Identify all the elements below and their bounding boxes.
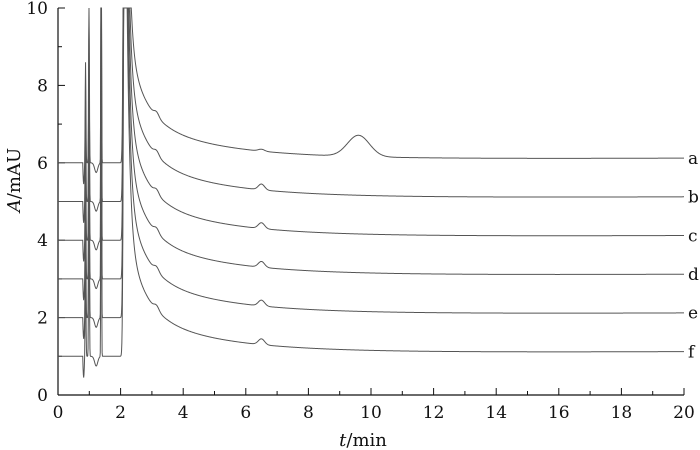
series-label-d: d [688, 265, 699, 285]
series-label-b: b [688, 188, 699, 208]
x-tick-label: 6 [240, 403, 251, 423]
x-tick-label: 20 [673, 403, 695, 423]
y-tick-label: 2 [37, 309, 48, 329]
series-line-a [58, 7, 684, 185]
y-tick-label: 4 [37, 231, 48, 251]
series-line-b [58, 7, 684, 223]
y-tick-label: 8 [37, 76, 48, 96]
x-axis-label: t/min [339, 430, 387, 450]
x-tick-label: 10 [360, 403, 382, 423]
series-label-e: e [688, 304, 698, 324]
series-line-d [58, 7, 684, 301]
y-tick-label: 6 [37, 154, 48, 174]
y-tick-label: 0 [37, 386, 48, 406]
x-tick-label: 4 [178, 403, 189, 423]
series-label-a: a [688, 149, 698, 169]
series-line-c [58, 7, 684, 262]
series-line-e [58, 7, 684, 339]
series-line-f [58, 7, 684, 378]
y-tick-label: 10 [26, 0, 48, 19]
series-lines [58, 7, 684, 378]
x-tick-label: 8 [303, 403, 314, 423]
x-tick-label: 14 [485, 403, 507, 423]
x-tick-label: 18 [611, 403, 633, 423]
series-label-f: f [688, 342, 696, 362]
x-tick-label: 0 [53, 403, 64, 423]
x-tick-label: 16 [548, 403, 570, 423]
series-label-c: c [688, 226, 698, 246]
x-tick-label: 12 [423, 403, 445, 423]
y-axis-label: A/mAU [4, 148, 25, 214]
x-tick-label: 2 [115, 403, 126, 423]
axes: 0 2 4 6 8 10 12 14 16 18 20 0 2 4 6 8 10 [26, 0, 694, 423]
